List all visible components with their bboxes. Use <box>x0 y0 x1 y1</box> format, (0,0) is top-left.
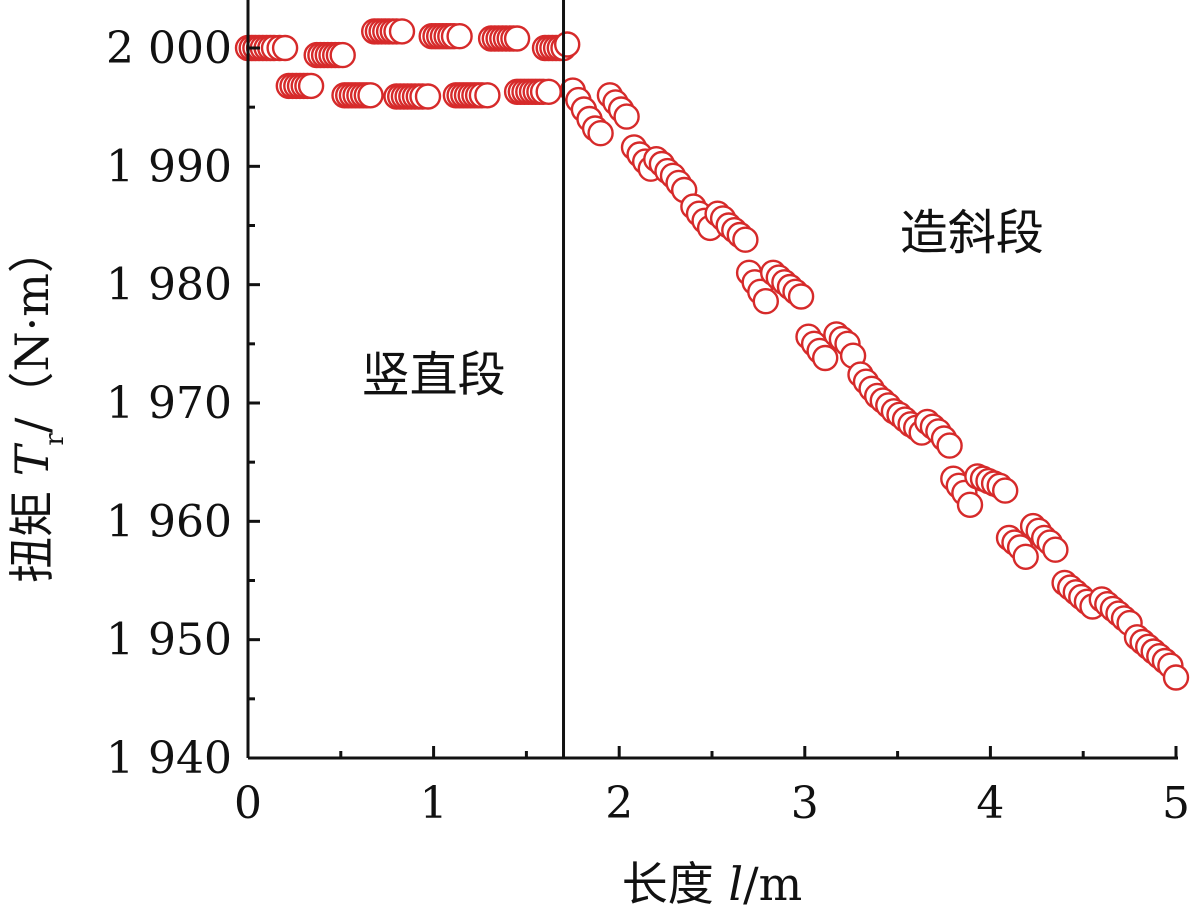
x-tick-label: 3 <box>791 778 819 829</box>
data-point <box>414 83 442 110</box>
x-ticks: 0 1 2 3 4 5 <box>234 746 1190 829</box>
y-axis-title-suffix: /（N·m） <box>5 227 59 433</box>
data-point <box>297 72 325 100</box>
data-point <box>535 78 562 106</box>
y-tick-label: 1 940 <box>106 733 232 784</box>
y-tick-label: 1 970 <box>106 378 232 429</box>
y-tick-label: 1 960 <box>106 496 232 547</box>
data-point <box>388 18 416 45</box>
data-point <box>956 491 984 518</box>
x-axis-title-suffix: /m <box>743 857 802 911</box>
data-point <box>587 119 614 147</box>
annotation-build-section: 造斜段 <box>900 205 1044 261</box>
annotation-vertical-section: 竖直段 <box>362 347 506 403</box>
data-point <box>787 283 815 310</box>
x-axis-title-prefix: 长度 <box>622 857 729 911</box>
data-point <box>474 82 501 109</box>
marker-layer <box>234 18 1190 691</box>
y-axis-title-prefix: 扭矩 <box>5 476 59 583</box>
x-axis-title: 长度 l/m <box>622 857 802 911</box>
data-point <box>1162 664 1190 691</box>
y-tick-label: 2 000 <box>106 23 232 74</box>
y-axis-title-subscript: r <box>40 433 70 446</box>
data-point <box>503 25 531 52</box>
x-tick-label: 0 <box>234 778 262 829</box>
data-point <box>613 103 640 130</box>
data-point <box>446 23 473 50</box>
x-tick-label: 1 <box>420 778 448 829</box>
x-axis-title-variable: l <box>728 857 743 911</box>
y-tick-label: 1 990 <box>106 141 232 192</box>
y-ticks: 1 940 1 950 1 960 1 970 1 980 1 990 2 000 <box>106 23 260 784</box>
x-tick-label: 2 <box>605 778 633 829</box>
x-tick-label: 4 <box>976 778 1004 829</box>
data-point <box>812 344 839 372</box>
data-point <box>752 288 779 315</box>
data-point <box>1012 543 1039 570</box>
data-point <box>992 477 1019 504</box>
data-point <box>554 31 581 58</box>
y-axis-title: 扭矩 Tr/（N·m） <box>5 227 70 583</box>
y-tick-label: 1 980 <box>106 260 232 311</box>
data-point <box>271 34 299 62</box>
data-point <box>936 432 963 459</box>
data-point <box>1042 536 1069 563</box>
data-point <box>357 82 384 109</box>
data-point <box>732 226 759 253</box>
y-axis-title-variable: T <box>5 442 59 476</box>
x-tick-label: 5 <box>1162 778 1190 829</box>
data-point <box>329 41 356 69</box>
y-tick-label: 1 950 <box>106 615 232 666</box>
